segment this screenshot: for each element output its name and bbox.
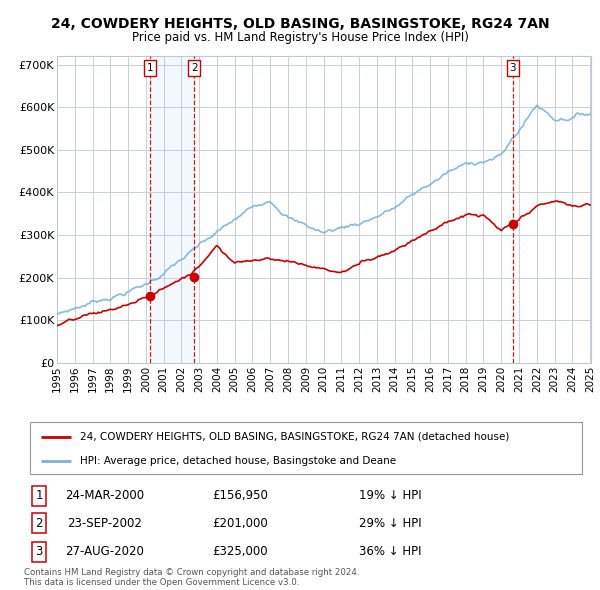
Text: Price paid vs. HM Land Registry's House Price Index (HPI): Price paid vs. HM Land Registry's House … <box>131 31 469 44</box>
Text: 1: 1 <box>35 489 43 502</box>
Text: 24-MAR-2000: 24-MAR-2000 <box>65 489 145 502</box>
Text: 24, COWDERY HEIGHTS, OLD BASING, BASINGSTOKE, RG24 7AN: 24, COWDERY HEIGHTS, OLD BASING, BASINGS… <box>50 17 550 31</box>
Text: 27-AUG-2020: 27-AUG-2020 <box>65 545 145 558</box>
Text: 2: 2 <box>191 63 197 73</box>
Text: 1: 1 <box>146 63 153 73</box>
Text: 19% ↓ HPI: 19% ↓ HPI <box>359 489 421 502</box>
Text: 2: 2 <box>35 517 43 530</box>
Text: 3: 3 <box>35 545 43 558</box>
Text: 24, COWDERY HEIGHTS, OLD BASING, BASINGSTOKE, RG24 7AN (detached house): 24, COWDERY HEIGHTS, OLD BASING, BASINGS… <box>80 432 509 442</box>
Text: £156,950: £156,950 <box>212 489 268 502</box>
Text: 36% ↓ HPI: 36% ↓ HPI <box>359 545 421 558</box>
Text: HPI: Average price, detached house, Basingstoke and Deane: HPI: Average price, detached house, Basi… <box>80 456 396 466</box>
Text: 29% ↓ HPI: 29% ↓ HPI <box>359 517 421 530</box>
Text: £325,000: £325,000 <box>212 545 268 558</box>
Bar <box>150 56 194 363</box>
Text: 23-SEP-2002: 23-SEP-2002 <box>68 517 142 530</box>
Text: £201,000: £201,000 <box>212 517 268 530</box>
Text: 3: 3 <box>509 63 516 73</box>
Text: Contains HM Land Registry data © Crown copyright and database right 2024.
This d: Contains HM Land Registry data © Crown c… <box>24 568 359 587</box>
